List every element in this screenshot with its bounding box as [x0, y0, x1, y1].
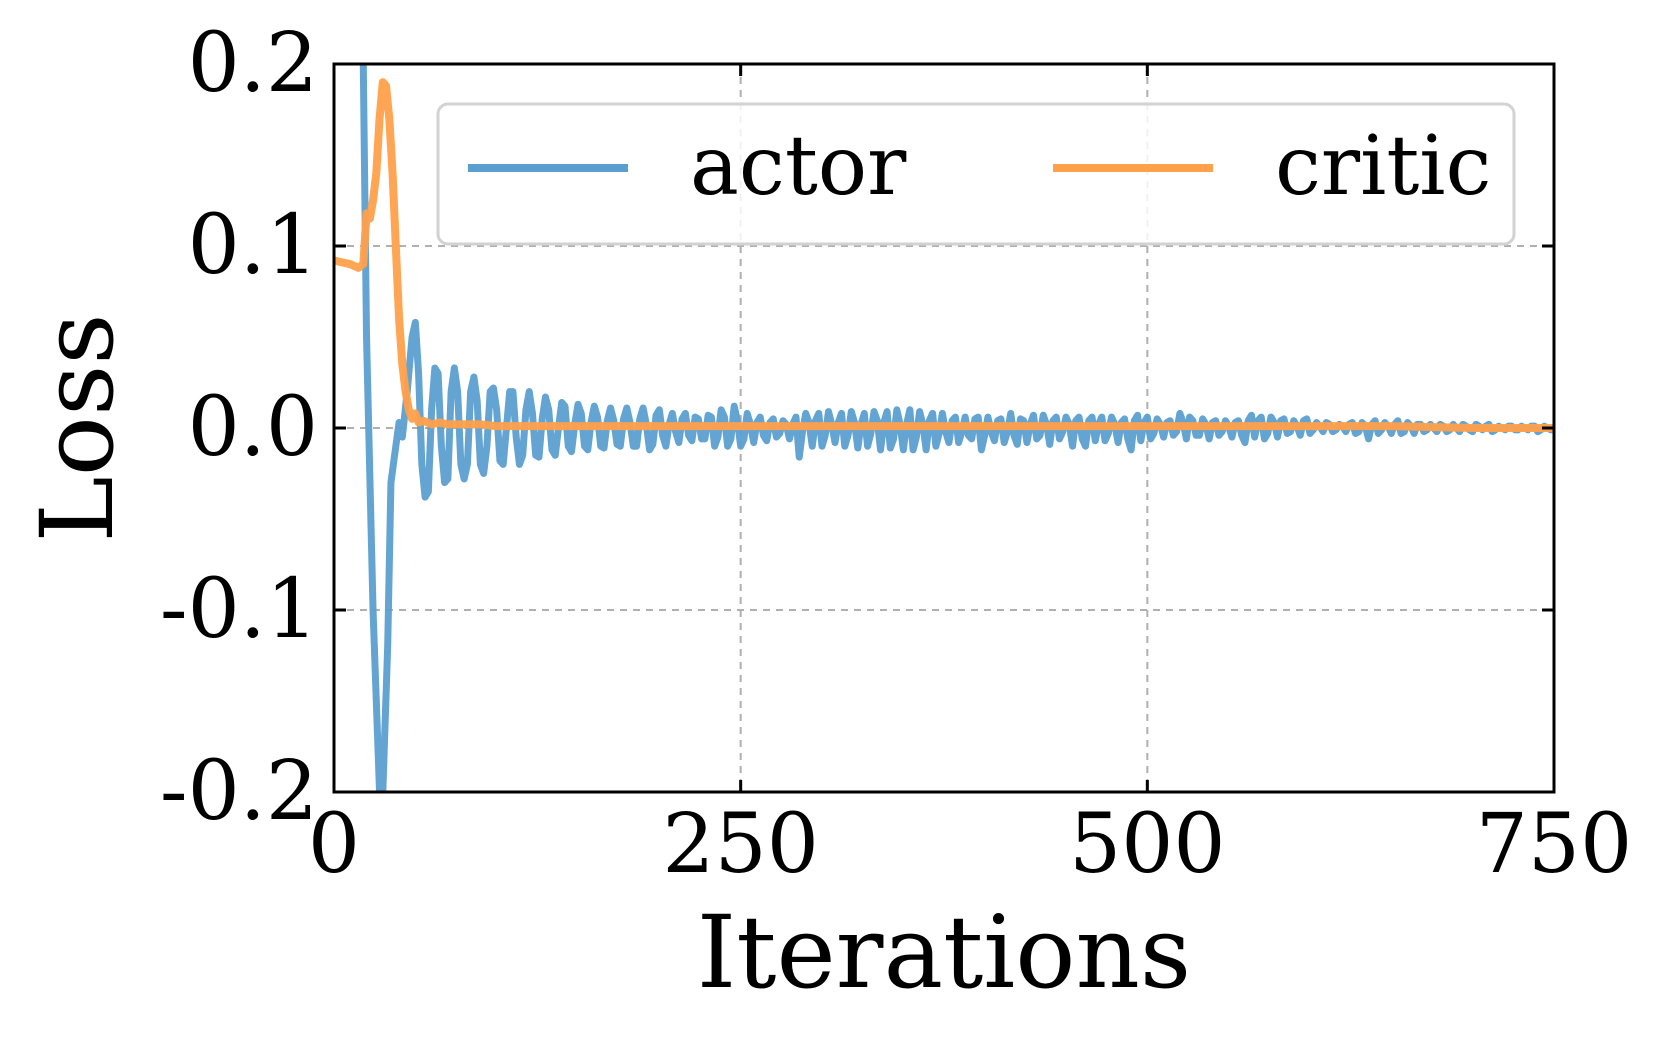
legend-label-critic: critic: [1275, 119, 1491, 214]
legend-layer: actor critic: [436, 102, 1516, 246]
x-tick-label-1: 250: [662, 797, 819, 892]
legend-label-actor: actor: [690, 119, 907, 214]
y-axis-label: Loss: [19, 313, 136, 542]
legend-box: [436, 102, 1516, 246]
y-tick-label-3: -0.1: [160, 562, 318, 657]
series-layer: [334, 64, 1554, 792]
x-tick-label-0: 0: [308, 797, 360, 892]
series-line-critic: [334, 78, 1554, 432]
y-tick-label-1: 0.1: [188, 198, 318, 293]
y-tick-label-0: 0.2: [188, 16, 318, 111]
x-axis-label: Iterations: [697, 894, 1191, 1011]
x-tick-label-2: 500: [1069, 797, 1226, 892]
y-tick-label-4: -0.2: [160, 744, 318, 839]
axes-layer: 0 250 500 750 0.2 0.1 0.0 -0.1 -0.2 Iterations Los…: [19, 16, 1632, 1011]
x-tick-label-3: 750: [1476, 797, 1633, 892]
y-tick-label-2: 0.0: [188, 380, 318, 475]
series-line-actor: [359, 64, 1554, 792]
